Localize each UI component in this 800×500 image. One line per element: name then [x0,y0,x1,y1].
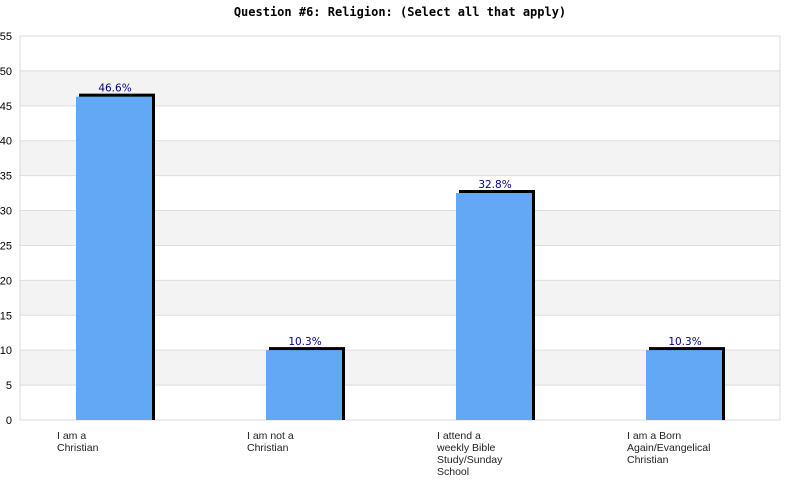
bar [266,350,342,420]
bar-value-label: 46.6% [98,83,131,95]
bar [456,192,532,420]
bar-value-label: 10.3% [668,336,701,348]
y-tick-label: 10 [0,345,12,357]
y-tick-label: 0 [6,415,12,427]
y-tick-label: 50 [0,66,12,78]
chart-title: Question #6: Religion: (Select all that … [233,5,567,19]
y-tick-label: 35 [0,171,12,183]
bar-value-label: 10.3% [288,336,321,348]
y-tick-label: 25 [0,240,12,252]
y-tick-label: 40 [0,136,12,148]
y-tick-label: 20 [0,275,12,287]
y-tick-label: 5 [6,380,12,392]
bar-value-label: 32.8% [478,179,511,191]
y-tick-label: 45 [0,101,12,113]
bar [76,96,152,420]
plot-frame [19,35,781,421]
y-tick-label: 30 [0,206,12,218]
y-tick-label: 15 [0,310,12,322]
y-tick-label: 55 [0,31,12,43]
bar [646,350,722,420]
